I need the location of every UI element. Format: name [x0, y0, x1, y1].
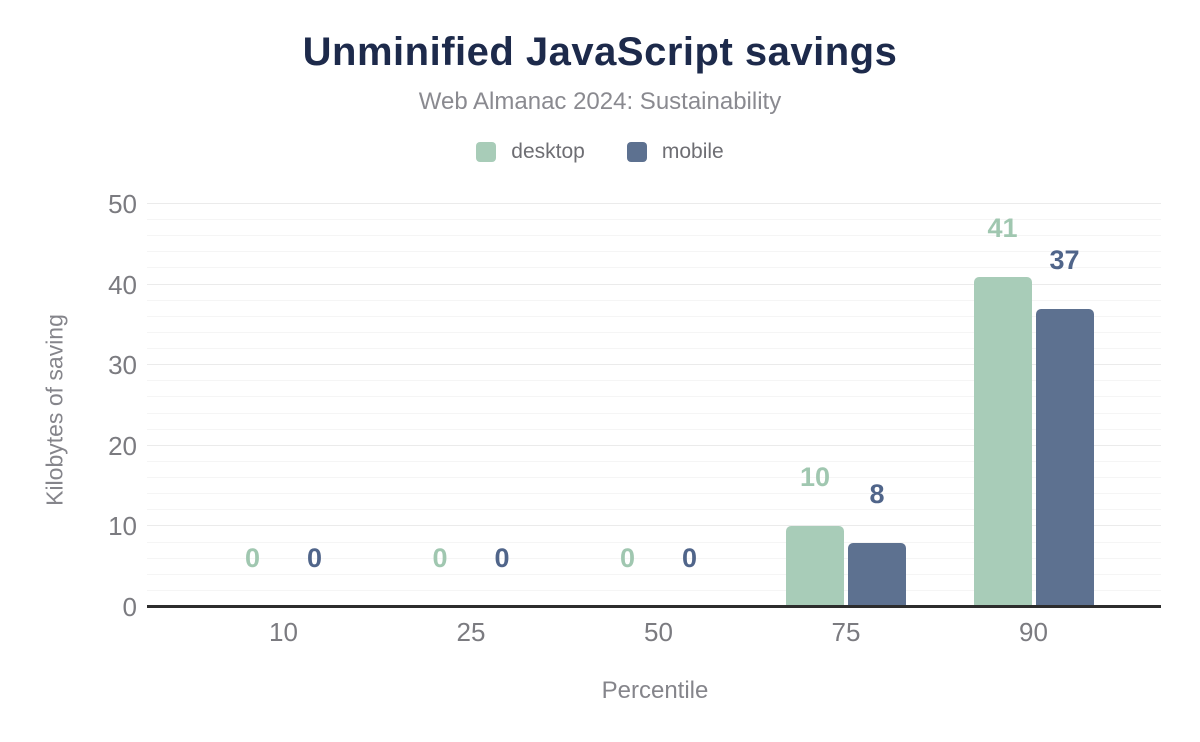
minor-gridline [147, 251, 1161, 253]
minor-gridline [147, 557, 1161, 559]
bar-value-label-mobile-p25: 0 [494, 543, 510, 573]
y-tick-label: 50 [108, 189, 137, 219]
bar-mobile-p75[interactable] [848, 542, 906, 607]
legend-swatch-mobile [626, 142, 647, 162]
x-tick-label: 25 [456, 617, 486, 647]
bar-value-label-desktop-p90: 41 [987, 212, 1018, 243]
minor-gridline [147, 235, 1161, 237]
chart-subtitle: Web Almanac 2024: Sustainability [418, 88, 782, 115]
minor-gridline [147, 589, 1161, 591]
bar-value-label-desktop-p50: 0 [619, 543, 636, 573]
minor-gridline [147, 299, 1161, 301]
minor-gridline [147, 477, 1161, 479]
bar-value-label-mobile-p10: 0 [306, 543, 323, 573]
y-tick-label: 10 [108, 511, 137, 542]
minor-gridline [147, 509, 1161, 511]
minor-gridline [147, 315, 1161, 317]
x-tick-label: 90 [1019, 617, 1048, 647]
minor-gridline [147, 412, 1161, 414]
bar-value-label-desktop-p25: 0 [432, 543, 448, 573]
y-tick-label: 0 [122, 592, 137, 622]
minor-gridline [147, 219, 1161, 221]
legend-swatch-desktop [476, 142, 497, 162]
legend-item-desktop[interactable]: desktop [476, 140, 585, 164]
y-tick-label: 30 [108, 350, 137, 381]
minor-gridline [147, 493, 1161, 495]
x-tick-label: 50 [644, 617, 673, 647]
minor-gridline [147, 428, 1161, 430]
y-axis-title: Kilobytes of saving [41, 314, 68, 506]
bar-value-label-mobile-p75: 8 [869, 478, 885, 509]
y-tick-label: 20 [108, 430, 137, 461]
minor-gridline [147, 380, 1161, 382]
bar-desktop-p75[interactable] [786, 526, 844, 607]
legend-label: mobile [661, 140, 724, 163]
minor-gridline [147, 460, 1161, 462]
minor-gridline [147, 541, 1161, 543]
minor-gridline [147, 348, 1161, 350]
x-axis-title: Percentile [601, 677, 709, 704]
bar-desktop-p90[interactable] [973, 276, 1032, 607]
legend-item-mobile[interactable]: mobile [626, 140, 724, 164]
bar-value-label-desktop-p75: 10 [799, 462, 831, 493]
major-gridline [147, 364, 1161, 366]
bar-value-label-mobile-p90: 37 [1049, 244, 1080, 275]
minor-gridline [147, 573, 1161, 575]
bar-value-label-mobile-p50: 0 [681, 543, 698, 573]
y-tick-label: 40 [108, 269, 137, 300]
bar-value-label-desktop-p10: 0 [244, 543, 261, 573]
major-gridline [147, 203, 1161, 204]
x-axis-line [147, 605, 1161, 608]
major-gridline [147, 283, 1161, 285]
major-gridline [147, 444, 1161, 446]
plot-area: 0 0 0 10 41 0 0 0 8 37 [147, 203, 1161, 607]
x-tick-label: 10 [269, 617, 298, 647]
minor-gridline [147, 267, 1161, 269]
chart-title: Unminified JavaScript savings [302, 30, 898, 74]
minor-gridline [147, 331, 1161, 333]
bar-mobile-p90[interactable] [1035, 308, 1094, 607]
legend: desktop mobile [0, 140, 1200, 164]
legend-label: desktop [511, 140, 585, 163]
x-tick-label: 75 [831, 617, 861, 647]
minor-gridline [147, 396, 1161, 398]
major-gridline [147, 525, 1161, 527]
